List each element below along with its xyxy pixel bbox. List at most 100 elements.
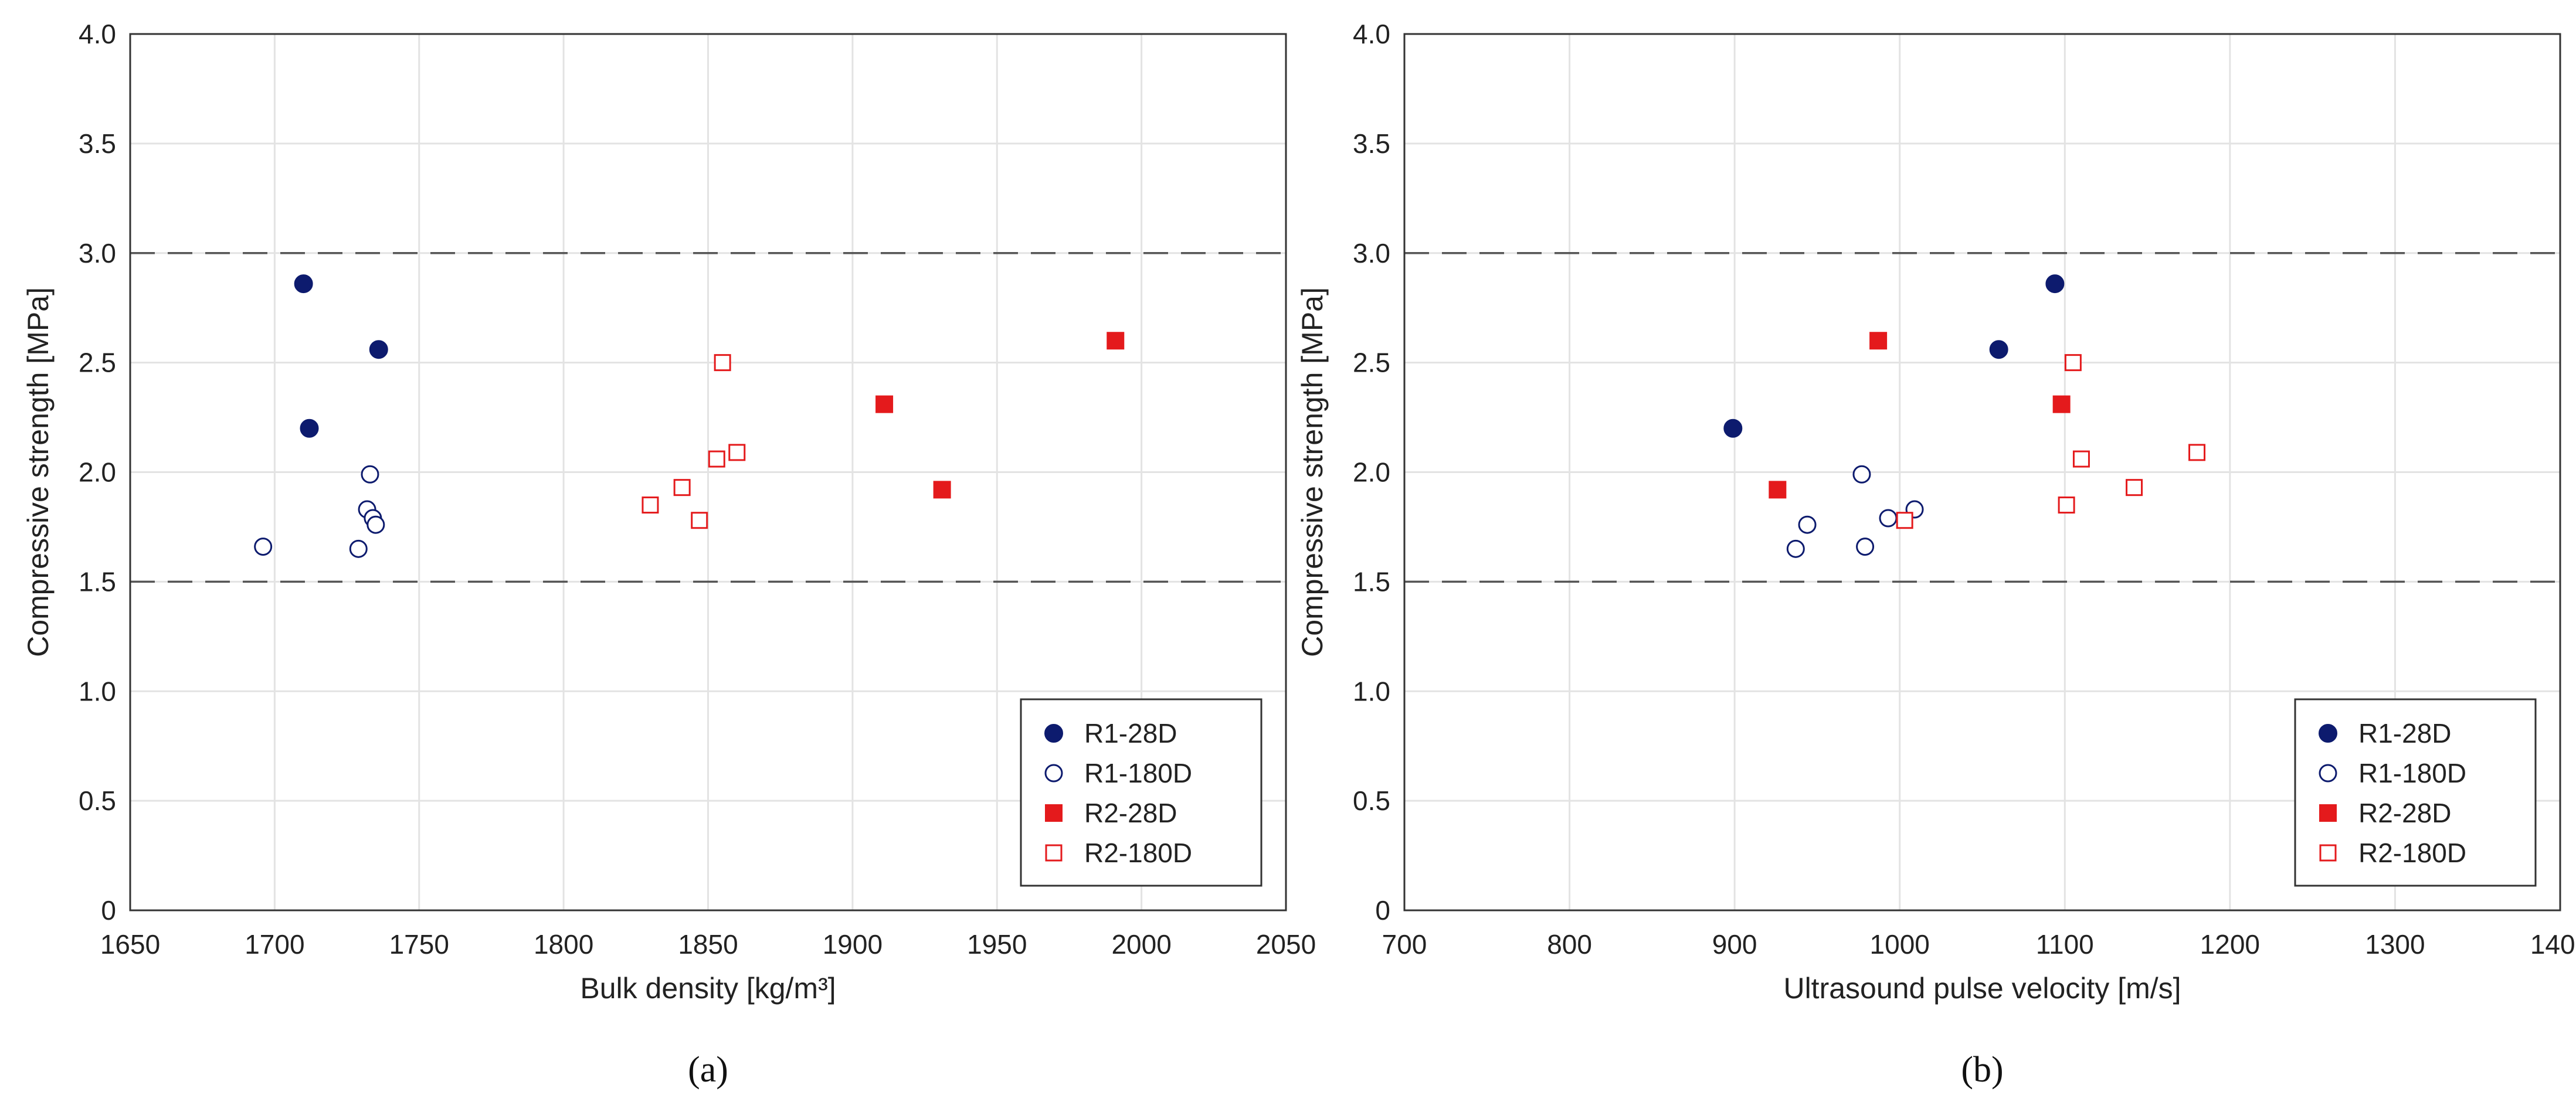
legend-item-r2-28d: R2-28D <box>1045 798 1177 828</box>
data-point-r1-180d <box>1852 465 1871 484</box>
legend-marker-r1-180d <box>1044 764 1063 783</box>
data-points <box>254 274 1125 558</box>
data-points <box>1723 274 2206 558</box>
plot-frame <box>129 33 1287 911</box>
data-point-r1-28d <box>2045 274 2065 294</box>
data-point-r2-180d <box>673 479 691 496</box>
data-point-r1-180d <box>366 515 385 534</box>
legend-label: R2-180D <box>1084 838 1192 868</box>
y-tick-labels: 0 0.5 1.0 1.5 2.0 2.5 3.0 3.5 4.0 <box>79 19 116 926</box>
y-tick-label: 3.0 <box>79 238 116 268</box>
x-tick-label: 2050 <box>1256 929 1316 960</box>
legend-item-r1-28d: R1-28D <box>1044 718 1177 749</box>
x-tick-label: 1700 <box>245 929 304 960</box>
y-tick-label: 2.5 <box>79 348 116 378</box>
y-tick-label: 3.5 <box>79 128 116 159</box>
panel-label: (b) <box>1961 1050 2003 1090</box>
y-tick-label: 1.5 <box>79 566 116 597</box>
data-point-r2-180d <box>2064 354 2082 372</box>
reference-lines <box>130 252 1286 583</box>
plot-frame <box>1403 33 2561 911</box>
x-tick-label: 1650 <box>100 929 160 960</box>
legend-marker-r2-28d <box>2319 804 2337 822</box>
legend-label: R1-28D <box>1084 718 1177 749</box>
y-tick-label: 2.0 <box>1353 457 1390 488</box>
data-point-r2-180d <box>691 512 708 529</box>
data-point-r2-28d <box>1869 332 1888 350</box>
panel-label: (a) <box>688 1050 728 1090</box>
x-tick-labels: 1650 1700 1750 1800 1850 1900 1950 2000 2050 <box>100 929 1316 960</box>
data-point-r2-28d <box>875 395 894 413</box>
legend: R1-28D R1-180D R2-28D R2-180D <box>2294 698 2537 887</box>
data-point-r2-28d <box>933 481 951 499</box>
legend-label: R2-28D <box>1084 798 1177 828</box>
y-tick-label: 2.5 <box>1353 348 1390 378</box>
legend-marker <box>1045 844 1063 862</box>
y-tick-label: 3.5 <box>1353 128 1390 159</box>
x-tick-label: 1950 <box>967 929 1027 960</box>
data-point-r2-180d <box>2126 479 2143 496</box>
data-point-r2-180d <box>1896 512 1913 529</box>
legend-marker-r2-180d <box>2319 844 2337 862</box>
y-tick-label: 1.0 <box>79 676 116 706</box>
legend-marker <box>1044 724 1063 743</box>
data-point-r1-180d <box>1798 515 1817 534</box>
legend-marker <box>2319 764 2337 783</box>
legend-item-r2-180d: R2-180D <box>1045 838 1192 868</box>
data-point-r2-180d <box>714 354 731 372</box>
x-tick-label: 800 <box>1547 929 1592 960</box>
legend-label: R1-28D <box>2358 718 2452 749</box>
y-tick-label: 0 <box>101 895 116 926</box>
y-tick-label: 4.0 <box>79 19 116 49</box>
data-point-r1-180d <box>361 465 379 484</box>
data-point-r1-28d <box>294 274 313 294</box>
legend-item-r1-180d: R1-180D <box>1044 758 1192 788</box>
y-axis-title: Compressive strength [MPa] <box>22 287 55 657</box>
y-tick-label: 0.5 <box>79 785 116 816</box>
x-tick-label: 1300 <box>2365 929 2425 960</box>
x-axis-title: Ultrasound pulse velocity [m/s] <box>1783 972 2181 1005</box>
x-tick-label: 1850 <box>678 929 738 960</box>
legend-item-r2-180d: R2-180D <box>2319 838 2466 868</box>
y-tick-labels: 0 0.5 1.0 1.5 2.0 2.5 3.0 3.5 4.0 <box>1353 19 1390 926</box>
y-tick-label: 1.0 <box>1353 676 1390 706</box>
reference-lines <box>1404 252 2560 583</box>
x-tick-label: 1000 <box>1870 929 1930 960</box>
data-point-r2-180d <box>2188 444 2206 461</box>
x-tick-label: 2000 <box>1111 929 1171 960</box>
data-point-r1-180d <box>1856 538 1875 556</box>
data-point-r1-180d <box>1879 509 1898 528</box>
x-tick-label: 900 <box>1712 929 1757 960</box>
legend-label: R2-28D <box>2358 798 2452 828</box>
data-point-r1-28d <box>300 419 319 438</box>
x-tick-label: 1100 <box>2036 929 2094 960</box>
data-point-r2-28d <box>1769 481 1787 499</box>
data-point-r2-180d <box>2072 450 2090 468</box>
legend-marker-r1-28d <box>1044 724 1063 743</box>
y-tick-label: 3.0 <box>1353 238 1390 268</box>
y-axis-title: Compressive strength [MPa] <box>1296 287 1329 657</box>
x-tick-label: 700 <box>1382 929 1427 960</box>
x-tick-label: 1750 <box>389 929 449 960</box>
legend-label: R1-180D <box>2358 758 2466 788</box>
chart-panel-a: 1650 1700 1750 1800 1850 1900 1950 2000 2050 0 0.… <box>22 19 1316 1090</box>
data-point-r2-180d <box>708 450 725 468</box>
x-tick-label: 1200 <box>2200 929 2260 960</box>
legend-label: R1-180D <box>1084 758 1192 788</box>
legend-marker-r2-180d <box>1045 844 1063 862</box>
x-axis-title: Bulk density [kg/m³] <box>580 972 836 1005</box>
data-point-r2-28d <box>1107 332 1125 350</box>
y-tick-label: 0 <box>1375 895 1390 926</box>
data-point-r2-180d <box>2058 496 2075 514</box>
x-tick-label: 1900 <box>823 929 883 960</box>
data-point-r1-28d <box>1723 419 1743 438</box>
legend: R1-28D R1-180D R2-28D R2-180D <box>1020 698 1262 887</box>
data-point-r2-180d <box>728 444 746 461</box>
data-point-r2-180d <box>642 496 659 514</box>
y-tick-label: 1.5 <box>1353 566 1390 597</box>
legend-item-r2-28d: R2-28D <box>2319 798 2452 828</box>
legend-marker-r1-28d <box>2319 724 2337 743</box>
